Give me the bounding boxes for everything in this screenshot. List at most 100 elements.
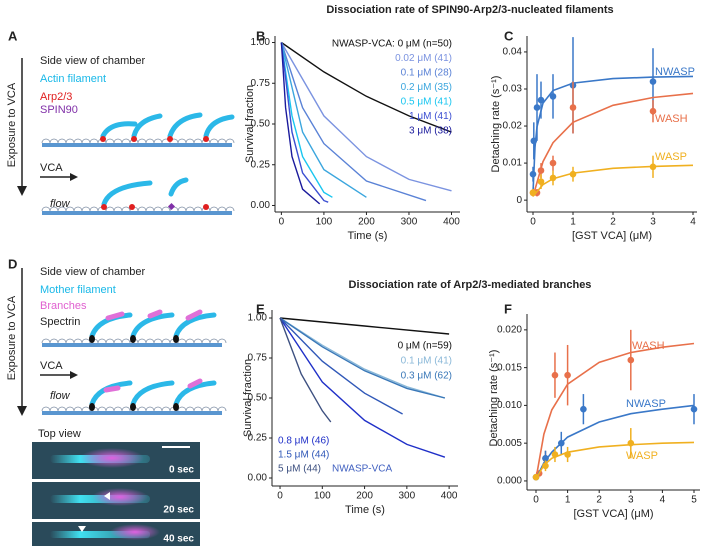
survival-curve — [279, 317, 403, 415]
y-tick-label: 0.50 — [248, 393, 268, 404]
panel-label: D — [8, 256, 17, 271]
y-tick-label: 1.00 — [251, 37, 271, 48]
point — [537, 167, 545, 174]
flow-label: VCA — [40, 162, 63, 174]
point — [649, 163, 657, 171]
legend-label: NWASP-VCA: 0 μM (n=50) — [332, 39, 452, 50]
x-tick-label: 300 — [399, 491, 416, 502]
chart: 0 100 200 300 400 0.00 0.25 0.50 0.75 1.00 Time (s… — [244, 36, 460, 242]
survival-curve — [281, 41, 452, 133]
point — [627, 356, 635, 364]
legend-label: WASH — [632, 340, 665, 352]
filament — [101, 180, 153, 207]
y-tick-label: 0.020 — [497, 325, 522, 336]
x-tick-label: 3 — [628, 495, 634, 506]
spin90 — [167, 202, 176, 211]
filaments — [89, 309, 217, 407]
branch — [147, 309, 163, 319]
point — [529, 189, 537, 197]
spectrin — [130, 403, 136, 411]
spectrin — [89, 335, 95, 343]
y-tick-label: 1.00 — [248, 313, 268, 324]
fit-curve — [532, 75, 694, 193]
filament — [131, 113, 163, 139]
branch — [103, 385, 121, 393]
fit-curve — [532, 92, 694, 197]
x-tick-label: 0 — [277, 491, 283, 502]
legend-item: Arp2/3 — [40, 91, 72, 103]
annotation: NWASP-VCA — [332, 464, 393, 475]
y-tick-label: 0.00 — [248, 473, 268, 484]
legend-label: 0.1 μM (28) — [401, 68, 452, 79]
legend-label: 1.5 μM (44) — [278, 450, 329, 461]
x-tick-label: 2 — [610, 217, 616, 228]
point — [542, 462, 549, 470]
micrographs: 0 sec 20 sec 40 sec — [32, 442, 200, 546]
arp23 — [131, 136, 137, 142]
legend-label: 5 μM (44) — [278, 464, 321, 475]
arp23 — [129, 204, 135, 210]
survival-curve — [280, 42, 427, 202]
legend-item: SPIN90 — [40, 104, 78, 116]
y-tick-label: 0.25 — [248, 433, 268, 444]
surface — [42, 211, 232, 215]
legend-label: 0.3 μM (62) — [401, 371, 452, 382]
spectrin — [89, 403, 95, 411]
legend-label: 1 μM (41) — [409, 111, 452, 122]
point — [537, 178, 545, 185]
legend-label: 0.5 μM (41) — [401, 97, 452, 108]
arrow-head — [70, 371, 78, 379]
panel-label: B — [256, 28, 265, 43]
filament — [89, 380, 133, 407]
complexes — [100, 136, 209, 211]
arp23 — [203, 136, 209, 142]
survival-curve — [279, 317, 332, 423]
x-tick-label: 1 — [570, 217, 576, 228]
arrow-label: Exposure to VCA — [6, 82, 18, 167]
y-tick-label: 0.25 — [251, 159, 271, 170]
x-tick-label: 1 — [565, 495, 571, 506]
y-tick-label: 0.005 — [497, 438, 522, 449]
y-tick-label: 0.02 — [503, 121, 523, 132]
arrow-label: Exposure to VCA — [6, 295, 18, 380]
surface-bumps — [41, 406, 227, 412]
legend-item: Actin filament — [40, 73, 106, 85]
spectrin — [89, 335, 179, 411]
branch-signal — [110, 524, 160, 540]
survival-curve — [280, 42, 452, 192]
surface — [42, 411, 222, 415]
point — [549, 159, 557, 167]
arp23 — [101, 204, 107, 210]
panel-label: A — [8, 28, 18, 43]
heading: Side view of chamber — [40, 266, 145, 278]
flow-label: flow — [50, 390, 71, 402]
point — [564, 451, 571, 458]
survival-curve — [279, 317, 446, 399]
x-tick-label: 0 — [279, 217, 285, 228]
filament — [203, 114, 235, 139]
point — [551, 371, 559, 379]
branch — [185, 309, 203, 321]
legend-item: Branches — [40, 300, 87, 312]
arp23 — [203, 204, 209, 210]
legend-label: WASP — [655, 151, 687, 163]
point — [529, 170, 537, 178]
y-tick-label: 0.015 — [497, 362, 522, 373]
y-tick-label: 0.010 — [497, 400, 522, 411]
surface — [42, 343, 222, 347]
x-tick-label: 200 — [358, 217, 375, 228]
y-axis-label: Detaching rate (s⁻¹) — [488, 350, 500, 447]
point — [569, 170, 577, 178]
x-tick-label: 5 — [691, 495, 697, 506]
x-tick-label: 300 — [401, 217, 418, 228]
filament — [130, 380, 175, 407]
arrow-head — [17, 186, 27, 196]
y-tick-label: 0.03 — [503, 84, 523, 95]
point — [569, 104, 577, 111]
branch — [187, 378, 203, 389]
y-tick-label: 0.75 — [248, 353, 268, 364]
y-tick-label: 0.00 — [251, 200, 271, 211]
point — [649, 107, 657, 115]
x-axis-label: [GST VCA] (μM) — [573, 508, 653, 520]
point — [549, 174, 557, 182]
